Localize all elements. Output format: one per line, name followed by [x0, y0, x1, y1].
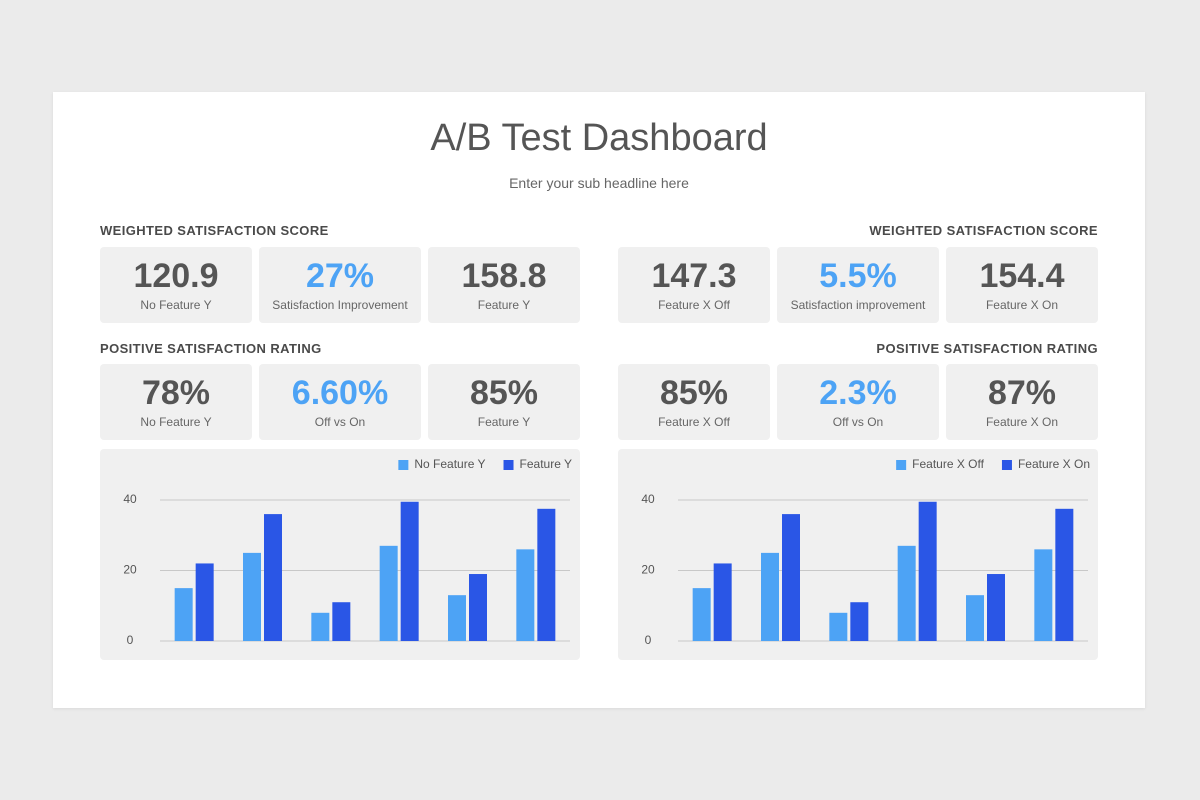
- chart: 0 20 40 Feature Y No Feature Y: [123, 457, 572, 647]
- legend-swatch: [896, 460, 907, 470]
- kpi-label: Feature X Off: [658, 415, 730, 429]
- legend-label: Feature Y: [520, 457, 572, 471]
- bar: [516, 549, 535, 641]
- kpi-label: Satisfaction improvement: [790, 298, 926, 312]
- bar: [897, 545, 916, 641]
- kpi-value: 87%: [987, 374, 1057, 412]
- y-tick-label: 40: [123, 492, 137, 506]
- title: A/B Test Dashboard: [430, 117, 768, 159]
- bar: [782, 514, 800, 641]
- kpi-card: 5.5% Satisfaction improvement: [777, 247, 939, 323]
- section-heading: WEIGHTED SATISFACTION SCORE: [869, 223, 1098, 238]
- kpi-value: 85%: [659, 374, 729, 412]
- kpi-value: 120.9: [133, 257, 219, 295]
- bar: [537, 508, 556, 641]
- kpi-value: 27%: [305, 257, 375, 295]
- kpi-card: 154.4 Feature X On: [946, 247, 1098, 323]
- panel: WEIGHTED SATISFACTION SCORE 120.9 No Featu…: [100, 92, 580, 708]
- bar: [243, 552, 261, 641]
- y-tick-label: 0: [127, 633, 134, 647]
- panel: WEIGHTED SATISFACTION SCORE 147.3 Feature …: [618, 92, 1098, 708]
- kpi-label: No Feature Y: [140, 298, 212, 312]
- bar: [195, 563, 214, 641]
- y-tick-label: 20: [123, 563, 137, 577]
- kpi-value: 6.60%: [291, 374, 389, 412]
- bar: [829, 612, 848, 641]
- kpi-card: 78% No Feature Y: [100, 364, 252, 440]
- bar: [174, 588, 193, 641]
- bar: [469, 574, 487, 641]
- kpi-card: 6.60% Off vs On: [259, 364, 421, 440]
- kpi-label: Feature X Off: [658, 298, 730, 312]
- kpi-label: No Feature Y: [140, 415, 212, 429]
- section-heading: POSITIVE SATISFACTION RATING: [876, 341, 1098, 356]
- bar: [918, 501, 937, 641]
- bar: [379, 545, 398, 641]
- kpi-value: 78%: [141, 374, 211, 412]
- bar: [1055, 508, 1074, 641]
- kpi-value: 154.4: [979, 257, 1065, 295]
- kpi-label: Feature Y: [477, 415, 531, 429]
- kpi-row: 78% No Feature Y 6.60% Off vs On 85% Feature …: [100, 364, 580, 440]
- kpi-card: 27% Satisfaction Improvement: [259, 247, 421, 323]
- subtitle: Enter your sub headline here: [509, 175, 689, 191]
- kpi-label: Feature X On: [985, 415, 1059, 429]
- kpi-card: 85% Feature Y: [428, 364, 580, 440]
- chart-panel: 0 20 40 Feature X On Feature X Off: [618, 449, 1098, 660]
- kpi-card: 147.3 Feature X Off: [618, 247, 770, 323]
- slide: A/B Test Dashboard Enter your sub headli…: [53, 92, 1145, 708]
- bar: [448, 595, 466, 641]
- bar: [311, 612, 330, 641]
- bar: [264, 514, 282, 641]
- kpi-value: 85%: [469, 374, 539, 412]
- kpi-value: 147.3: [651, 257, 737, 295]
- kpi-value: 5.5%: [819, 257, 897, 295]
- kpi-row: 85% Feature X Off 2.3% Off vs On 87% Feature …: [618, 364, 1098, 440]
- kpi-label: Off vs On: [314, 415, 366, 429]
- chart: 0 20 40 Feature X On Feature X Off: [641, 457, 1090, 647]
- section-heading: WEIGHTED SATISFACTION SCORE: [100, 223, 329, 238]
- bar: [761, 552, 779, 641]
- kpi-label: Feature X On: [985, 298, 1059, 312]
- legend-label: Feature X Off: [912, 457, 984, 471]
- kpi-card: 2.3% Off vs On: [777, 364, 939, 440]
- kpi-label: Feature Y: [477, 298, 531, 312]
- bar: [850, 602, 869, 641]
- bar: [713, 563, 732, 641]
- kpi-value: 158.8: [461, 257, 547, 295]
- kpi-row: 147.3 Feature X Off 5.5% Satisfaction impro…: [618, 247, 1098, 323]
- y-tick-label: 0: [645, 633, 652, 647]
- kpi-card: 120.9 No Feature Y: [100, 247, 252, 323]
- bar: [987, 574, 1005, 641]
- chart-panel: 0 20 40 Feature Y No Feature Y: [100, 449, 580, 660]
- legend-swatch: [398, 460, 409, 470]
- bar: [400, 501, 419, 641]
- legend-label: Feature X On: [1018, 457, 1090, 471]
- bar: [966, 595, 984, 641]
- y-tick-label: 20: [641, 563, 655, 577]
- legend-swatch: [1001, 460, 1012, 470]
- kpi-label: Satisfaction Improvement: [272, 298, 408, 312]
- bar: [332, 602, 351, 641]
- kpi-card: 87% Feature X On: [946, 364, 1098, 440]
- legend-label: No Feature Y: [414, 457, 485, 471]
- kpi-label: Off vs On: [832, 415, 884, 429]
- bar: [692, 588, 711, 641]
- section-heading: POSITIVE SATISFACTION RATING: [100, 341, 322, 356]
- kpi-card: 158.8 Feature Y: [428, 247, 580, 323]
- kpi-value: 2.3%: [819, 374, 897, 412]
- legend-swatch: [503, 460, 514, 470]
- kpi-card: 85% Feature X Off: [618, 364, 770, 440]
- bar: [1034, 549, 1053, 641]
- y-tick-label: 40: [641, 492, 655, 506]
- kpi-row: 120.9 No Feature Y 27% Satisfaction Improve…: [100, 247, 580, 323]
